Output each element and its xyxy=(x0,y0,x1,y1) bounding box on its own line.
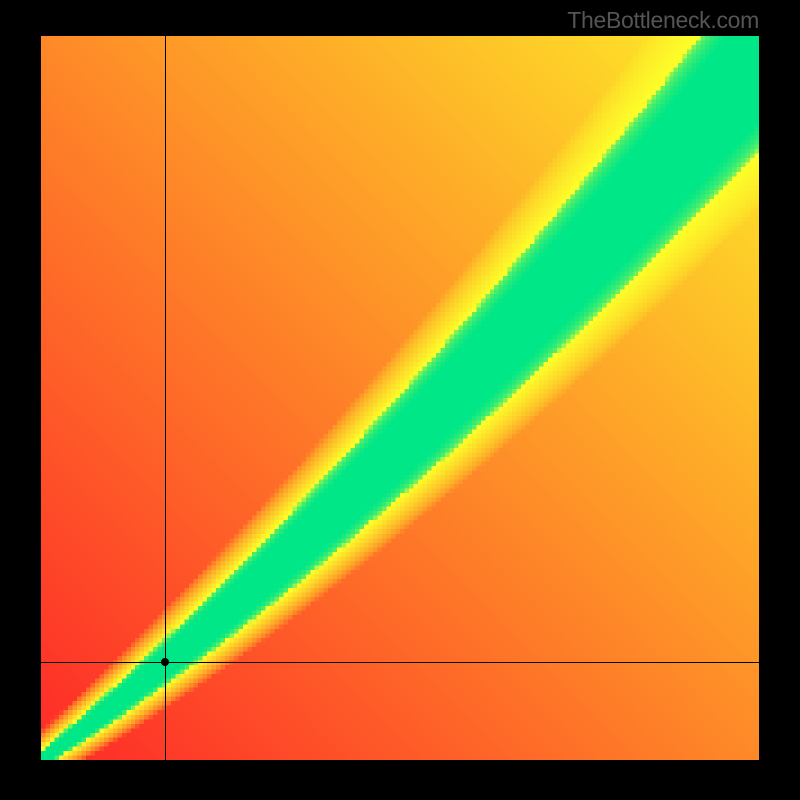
crosshair-vertical xyxy=(165,36,166,760)
plot-area xyxy=(41,36,759,760)
heatmap-canvas xyxy=(41,36,759,760)
watermark-text: TheBottleneck.com xyxy=(567,7,759,34)
crosshair-horizontal xyxy=(41,662,759,663)
chart-container: TheBottleneck.com xyxy=(0,0,800,800)
